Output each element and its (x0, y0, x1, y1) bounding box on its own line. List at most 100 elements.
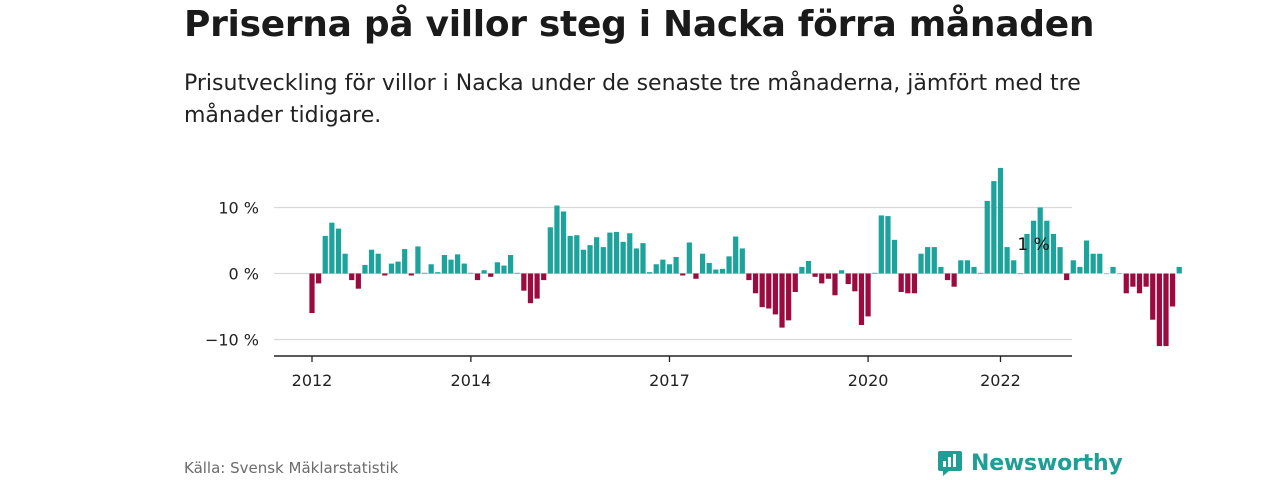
bar (719, 268, 726, 274)
bar (772, 273, 779, 315)
bar (733, 236, 739, 274)
bar (627, 233, 633, 274)
chart-title: Priserna på villor steg i Nacka förra må… (184, 4, 1095, 45)
bar (1130, 273, 1136, 287)
bar (1123, 273, 1129, 294)
bar (461, 263, 467, 274)
bar (739, 248, 745, 274)
bar (322, 235, 328, 274)
bar (1050, 233, 1057, 274)
newsworthy-icon (938, 451, 962, 476)
bar (680, 273, 686, 276)
bar (388, 263, 395, 274)
bar (514, 272, 520, 274)
bar (355, 273, 361, 289)
bar (554, 205, 560, 274)
bar (368, 249, 375, 274)
bar (594, 237, 600, 274)
bar (468, 272, 474, 274)
bar (786, 273, 792, 321)
bar (541, 273, 547, 281)
bar (1156, 273, 1162, 347)
bar (474, 273, 481, 281)
bar (349, 273, 355, 281)
bar (706, 262, 712, 274)
bar (918, 253, 924, 274)
annotation-label: 1 % (1017, 235, 1049, 255)
bar (958, 260, 964, 274)
bar (316, 273, 322, 284)
bar (494, 262, 500, 274)
bar (1083, 240, 1090, 274)
bar (1064, 273, 1070, 281)
x-tick-label: 2020 (848, 371, 889, 390)
bar (448, 259, 454, 274)
bar (428, 264, 434, 274)
x-tick-label: 2014 (451, 371, 492, 390)
bar (613, 231, 620, 274)
bar (1004, 247, 1010, 274)
brand-name: Newsworthy (971, 450, 1123, 476)
bar (574, 235, 580, 274)
bar (759, 273, 765, 308)
bar (653, 264, 659, 274)
bar (600, 247, 606, 274)
bar (905, 273, 911, 294)
y-tick-label: 10 % (218, 199, 259, 218)
bar (1070, 260, 1076, 274)
bar (812, 273, 818, 277)
bar (567, 235, 573, 274)
bar (885, 216, 891, 274)
bar (342, 253, 348, 274)
bar (825, 273, 831, 279)
bar (560, 211, 567, 274)
bar (858, 273, 865, 325)
bar (660, 259, 666, 274)
bar (1077, 266, 1083, 274)
bar (964, 260, 970, 274)
bar (746, 273, 752, 281)
bar (984, 200, 990, 274)
bar (647, 272, 653, 274)
bar (1117, 273, 1123, 275)
bar (845, 273, 851, 285)
bar (1097, 253, 1103, 274)
bar (488, 273, 494, 277)
x-tick-label: 2017 (649, 371, 690, 390)
bar (997, 167, 1004, 274)
bar (455, 254, 461, 274)
newsworthy-logo[interactable]: Newsworthy (937, 449, 1123, 477)
bar (382, 273, 388, 276)
bar (944, 273, 951, 281)
bar (1136, 273, 1143, 294)
bar (335, 228, 342, 274)
bar (838, 270, 845, 274)
bar (852, 273, 858, 292)
bar (693, 273, 699, 279)
y-tick-label: −10 % (205, 331, 259, 350)
bar (607, 232, 613, 274)
bar (872, 272, 878, 274)
bar (1024, 233, 1030, 274)
bar (898, 273, 904, 292)
bar (1103, 273, 1110, 275)
bar (925, 247, 931, 274)
bar (752, 273, 759, 294)
bar (1169, 273, 1176, 307)
bar (1090, 253, 1096, 274)
bar (865, 273, 871, 317)
bar (938, 266, 944, 274)
bar (640, 243, 646, 274)
bar (1150, 273, 1156, 320)
y-tick-label: 0 % (229, 265, 259, 284)
bar (878, 215, 884, 274)
bar (1044, 220, 1050, 274)
bar (435, 272, 441, 274)
bar (547, 227, 553, 274)
bar (402, 249, 408, 274)
bar (832, 273, 838, 296)
bar (534, 273, 540, 299)
bar (779, 273, 785, 328)
x-tick-label: 2022 (980, 371, 1021, 390)
bar (1037, 207, 1043, 274)
